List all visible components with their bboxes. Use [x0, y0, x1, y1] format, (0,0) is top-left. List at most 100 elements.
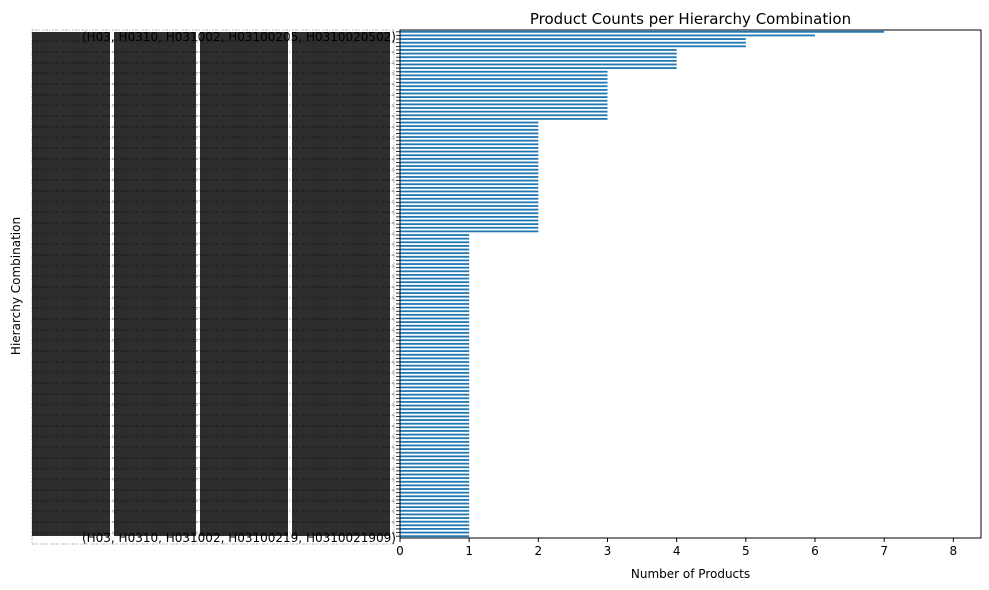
bar	[400, 295, 470, 298]
bar	[400, 139, 539, 142]
bar	[400, 430, 470, 432]
bar	[400, 411, 470, 414]
bar	[400, 230, 539, 233]
bar	[400, 186, 539, 189]
bar	[400, 70, 608, 73]
bar	[400, 201, 539, 204]
bar	[400, 96, 608, 99]
bar	[400, 488, 470, 490]
bar	[400, 433, 470, 436]
bar	[400, 531, 470, 534]
bar	[400, 179, 539, 182]
bar	[400, 110, 608, 113]
bar	[400, 393, 470, 396]
x-tick-label: 6	[811, 544, 819, 558]
bar	[400, 157, 539, 160]
bar	[400, 259, 470, 262]
bar	[400, 408, 470, 411]
bar	[400, 172, 539, 175]
x-tick-label: 2	[535, 544, 543, 558]
bar	[400, 371, 470, 374]
bar	[400, 252, 470, 255]
bar	[400, 310, 470, 313]
y-tick-labels-visible: (H03, H0310, H031002, H03100205, H031002…	[82, 30, 396, 545]
bar	[400, 103, 608, 106]
bar	[400, 466, 470, 469]
bar	[400, 517, 470, 519]
bar	[400, 390, 470, 392]
bar	[400, 277, 470, 280]
bar	[400, 346, 470, 349]
bar	[400, 78, 608, 80]
bar	[400, 375, 470, 378]
bar	[400, 244, 470, 247]
bar	[400, 168, 539, 171]
bar	[400, 143, 539, 146]
bar	[400, 332, 470, 334]
bar	[400, 335, 470, 338]
bar	[400, 226, 539, 229]
bar	[400, 81, 608, 84]
bar	[400, 161, 539, 164]
bar	[400, 506, 470, 509]
x-axis-ticks: 0 1 2 3 4 5 6 7 8	[396, 538, 957, 558]
bar	[400, 194, 539, 196]
bar	[400, 462, 470, 465]
x-tick-label: 8	[950, 544, 958, 558]
bar	[400, 30, 885, 33]
bar	[400, 88, 608, 91]
bar	[400, 368, 470, 371]
bar	[400, 524, 470, 527]
bar	[400, 49, 677, 51]
bar	[400, 197, 539, 200]
bar	[400, 234, 470, 236]
bar	[400, 205, 539, 207]
x-tick-label: 5	[742, 544, 750, 558]
bar	[400, 426, 470, 429]
bar	[400, 364, 470, 367]
bar	[400, 502, 470, 505]
bar	[400, 274, 470, 276]
bar	[400, 183, 539, 186]
bar	[400, 63, 677, 66]
bar	[400, 281, 470, 284]
bar	[400, 401, 470, 403]
bar	[400, 361, 470, 363]
bar	[400, 339, 470, 342]
bar	[400, 509, 470, 512]
y-axis-label: Hierarchy Combination	[9, 217, 23, 355]
bar	[400, 255, 470, 258]
bar	[400, 212, 539, 215]
y-tick-label-top: (H03, H0310, H031002, H03100205, H031002…	[82, 30, 396, 44]
bar	[400, 190, 539, 193]
bar	[400, 353, 470, 356]
bar	[400, 154, 539, 157]
x-tick-label: 3	[604, 544, 612, 558]
bar	[400, 498, 470, 501]
y-label-texture-band	[292, 32, 390, 536]
bar	[400, 263, 470, 265]
bar	[400, 150, 539, 153]
bar	[400, 437, 470, 440]
bar	[400, 215, 539, 218]
bar	[400, 219, 539, 222]
bar	[400, 306, 470, 309]
bar	[400, 513, 470, 516]
y-axis-ticks	[396, 31, 400, 537]
bar	[400, 484, 470, 487]
bar	[400, 324, 470, 327]
bar	[400, 147, 539, 149]
y-tick-labels-texture	[31, 29, 395, 545]
bar	[400, 535, 470, 538]
bar	[400, 292, 470, 294]
bar	[400, 422, 470, 425]
bar	[400, 397, 470, 400]
bar	[400, 448, 470, 450]
bar	[400, 45, 746, 48]
bar	[400, 237, 470, 240]
bar	[400, 451, 470, 454]
x-axis-label: Number of Products	[631, 567, 750, 581]
bar	[400, 415, 470, 418]
bar	[400, 440, 470, 443]
